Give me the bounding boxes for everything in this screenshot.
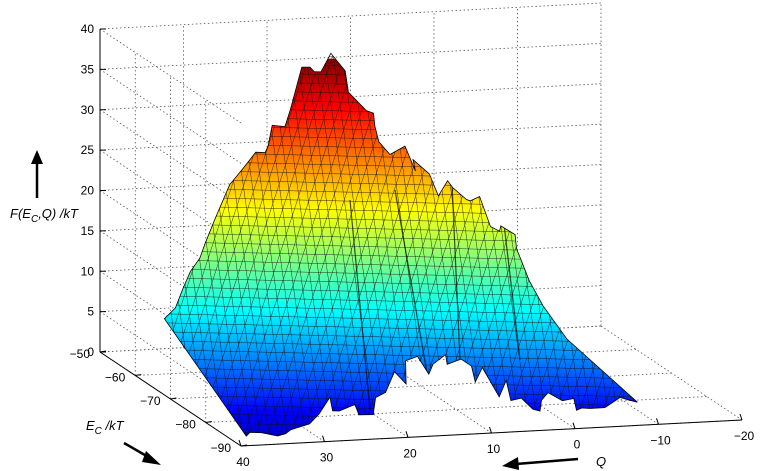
z-tick-label: 35 <box>81 62 95 76</box>
z-tick-label: 5 <box>87 305 94 319</box>
x-tick-label: −10 <box>650 433 671 447</box>
z-tick-label: 0 <box>87 345 94 359</box>
x-tick <box>656 418 659 425</box>
y-tick <box>135 374 142 376</box>
grid-line <box>99 42 602 70</box>
y-tick-label: −60 <box>105 371 126 385</box>
y-tick <box>240 444 248 447</box>
energy-surface <box>163 52 638 437</box>
z-tick-label: 20 <box>81 184 95 198</box>
x-tick-label: 0 <box>574 438 581 452</box>
y-axis-arrow <box>123 441 161 465</box>
x-tick <box>238 439 242 447</box>
grid-line <box>99 69 242 164</box>
x-tick <box>489 426 492 434</box>
z-tick-label: 15 <box>81 224 95 238</box>
y-tick <box>205 421 212 423</box>
z-axis-label: F(EC,Q) /kT <box>10 206 79 225</box>
z-tick-label: 10 <box>81 264 95 278</box>
grid-line <box>99 2 602 30</box>
y-tick-label: −50 <box>70 347 91 361</box>
y-tick-label: −70 <box>140 394 161 408</box>
z-tick-label: 40 <box>81 22 95 36</box>
y-tick <box>99 350 107 353</box>
surface-outline <box>163 52 638 437</box>
x-tick <box>739 413 743 421</box>
x-tick <box>322 435 325 442</box>
z-tick-label: 25 <box>81 143 95 157</box>
x-axis-arrow <box>502 457 579 470</box>
x-tick <box>405 431 409 438</box>
z-axis-arrow <box>31 150 43 198</box>
grid-line <box>99 109 242 205</box>
x-tick-label: −20 <box>734 429 755 443</box>
x-tick-label: 10 <box>487 442 501 456</box>
y-tick-label: −90 <box>211 441 232 455</box>
x-axis-label: Q <box>596 454 606 469</box>
x-tick-label: 30 <box>320 451 334 465</box>
surface-mesh <box>164 53 638 437</box>
y-tick-label: −80 <box>175 418 196 432</box>
axes-frame <box>99 28 743 447</box>
grid-line <box>99 28 242 124</box>
surface-fill <box>164 58 638 437</box>
x-tick-label: 40 <box>236 455 250 469</box>
z-tick-label: 30 <box>81 103 95 117</box>
y-axis-label: EC /kT <box>86 418 125 437</box>
tick-labels: 0 5 10 15 20 25 30 35 40 −50 −60 −70 −80 −90 40 30 20 10 0… <box>70 22 755 469</box>
x-tick <box>572 422 576 429</box>
y-tick <box>170 397 177 400</box>
x-tick-label: 20 <box>403 446 417 460</box>
grid-line <box>600 325 743 421</box>
